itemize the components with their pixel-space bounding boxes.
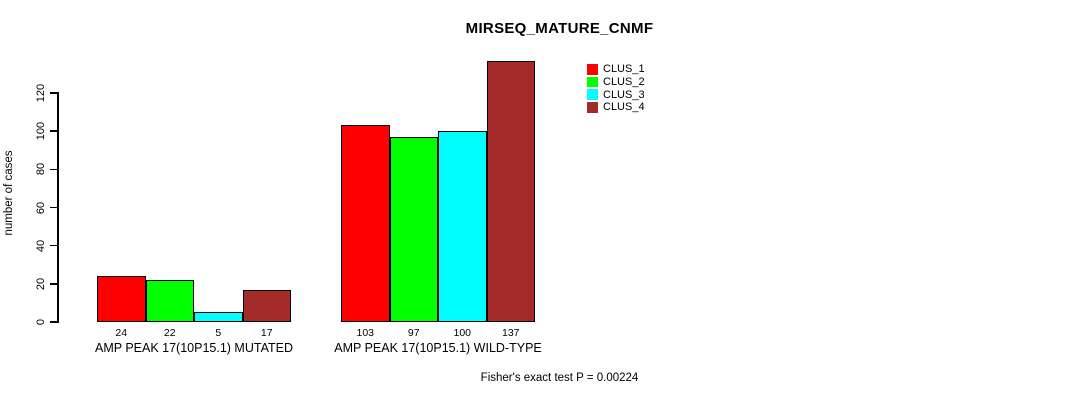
legend: CLUS_1 CLUS_2 CLUS_3 CLUS_4 (587, 63, 645, 114)
bar-value-label: 97 (407, 327, 420, 339)
bar-CLUS_2 (145, 280, 194, 322)
legend-label: CLUS_1 (603, 63, 645, 76)
y-tick (50, 92, 57, 94)
y-tick-label: 120 (35, 83, 47, 103)
bar-CLUS_3 (438, 131, 487, 322)
bar-value-label: 17 (260, 327, 273, 339)
category-label: AMP PEAK 17(10P15.1) MUTATED (95, 341, 293, 355)
bar-value-label: 137 (501, 327, 520, 339)
bar-CLUS_2 (389, 136, 438, 322)
bar-value-label: 100 (453, 327, 472, 339)
chart-title: MIRSEQ_MATURE_CNMF (465, 20, 654, 37)
bar-CLUS_3 (194, 312, 243, 322)
legend-item: CLUS_2 (587, 76, 645, 89)
legend-item: CLUS_3 (587, 88, 645, 101)
legend-label: CLUS_3 (603, 88, 645, 101)
y-axis-line (57, 92, 59, 323)
stat-annotation: Fisher's exact test P = 0.00224 (480, 372, 639, 384)
y-tick (50, 321, 57, 323)
y-tick (50, 283, 57, 285)
legend-swatch (587, 89, 598, 100)
bar-value-label: 103 (356, 327, 375, 339)
legend-label: CLUS_4 (603, 101, 645, 114)
legend-swatch (587, 76, 598, 88)
legend-item: CLUS_1 (587, 63, 645, 76)
bar-value-label: 24 (115, 327, 128, 339)
bar-CLUS_1 (341, 125, 390, 322)
legend-swatch (587, 64, 598, 75)
bar-value-label: 22 (163, 327, 176, 339)
y-tick-label: 60 (35, 201, 47, 214)
bar-CLUS_1 (97, 276, 146, 322)
y-tick-label: 100 (35, 121, 47, 141)
y-tick (50, 244, 57, 247)
y-tick (50, 130, 57, 132)
legend-label: CLUS_2 (603, 76, 645, 89)
y-tick-label: 40 (35, 239, 47, 252)
y-tick (50, 206, 57, 209)
bar-CLUS_4 (242, 289, 291, 322)
legend-swatch (587, 102, 598, 113)
legend-item: CLUS_4 (587, 101, 645, 114)
bar-value-label: 5 (215, 327, 222, 339)
y-tick-label: 80 (35, 163, 47, 176)
bar-CLUS_4 (486, 60, 535, 322)
category-label: AMP PEAK 17(10P15.1) WILD-TYPE (334, 341, 542, 355)
y-tick-label: 0 (35, 318, 47, 326)
y-tick (50, 168, 57, 171)
y-tick-label: 20 (35, 277, 47, 290)
